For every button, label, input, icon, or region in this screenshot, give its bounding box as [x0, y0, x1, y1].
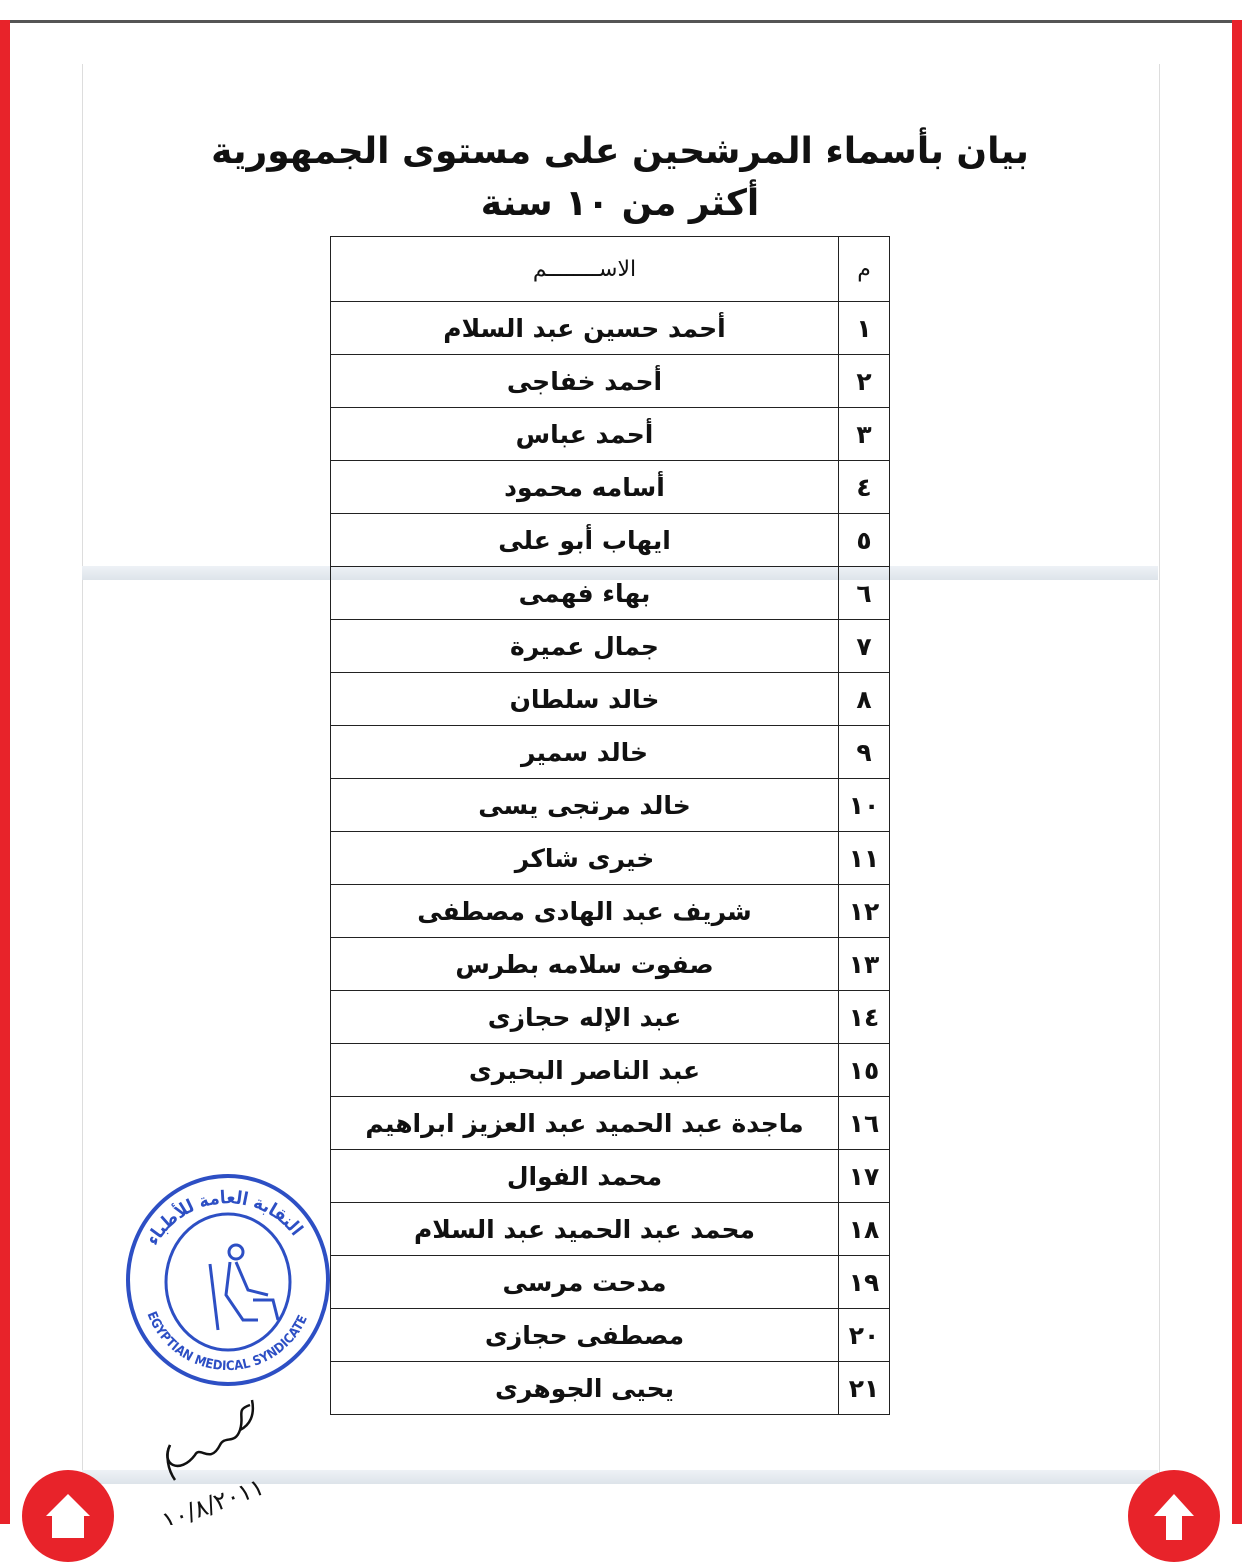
table-row: ٩ خالد سمير: [330, 725, 890, 779]
row-number: ١٢: [838, 884, 890, 938]
row-number: ١٠: [838, 778, 890, 832]
row-number: ٧: [838, 619, 890, 673]
table-row: ٢١ يحيى الجوهرى: [330, 1361, 890, 1415]
candidate-name: عبد الإله حجازى: [330, 990, 839, 1044]
candidate-name: خيرى شاكر: [330, 831, 839, 885]
table-row: ١٢ شريف عبد الهادى مصطفى: [330, 884, 890, 938]
candidates-table: م الاســــــــم ١ أحمد حسين عبد السلام ٢ أح…: [330, 236, 890, 1415]
candidate-name: أحمد خفاجى: [330, 354, 839, 408]
candidate-name: يحيى الجوهرى: [330, 1361, 839, 1415]
left-frame: [0, 20, 10, 1524]
row-number: ٣: [838, 407, 890, 461]
table-row: ٣ أحمد عباس: [330, 407, 890, 461]
right-frame: [1232, 20, 1242, 1524]
candidate-name: خالد سمير: [330, 725, 839, 779]
table-row: ٢ أحمد خفاجى: [330, 354, 890, 408]
table-row: ١٣ صفوت سلامه بطرس: [330, 937, 890, 991]
home-icon: [46, 1494, 90, 1538]
row-number: ٢١: [838, 1361, 890, 1415]
row-number: ١٣: [838, 937, 890, 991]
row-number: ١٨: [838, 1202, 890, 1256]
table-row: ١٨ محمد عبد الحميد عبد السلام: [330, 1202, 890, 1256]
row-number: ٢: [838, 354, 890, 408]
candidate-name: مصطفى حجازى: [330, 1308, 839, 1362]
candidate-name: أحمد عباس: [330, 407, 839, 461]
table-row: ١٦ ماجدة عبد الحميد عبد العزيز ابراهيم: [330, 1096, 890, 1150]
row-number: ١٦: [838, 1096, 890, 1150]
table-row: ١٥ عبد الناصر البحيرى: [330, 1043, 890, 1097]
row-number: ١٤: [838, 990, 890, 1044]
table-row: ١١ خيرى شاكر: [330, 831, 890, 885]
row-number: ٤: [838, 460, 890, 514]
row-number: ١٧: [838, 1149, 890, 1203]
candidate-name: أسامه محمود: [330, 460, 839, 514]
document-title: بيان بأسماء المرشحين على مستوى الجمهورية: [211, 131, 1029, 172]
arrow-up-icon: [1154, 1494, 1194, 1540]
row-number: ٢٠: [838, 1308, 890, 1362]
candidate-name: ماجدة عبد الحميد عبد العزيز ابراهيم: [330, 1096, 839, 1150]
row-number: ١٩: [838, 1255, 890, 1309]
table-row: ٥ ايهاب أبو على: [330, 513, 890, 567]
signature-date: ١٠/٨/٢٠١١: [158, 1473, 268, 1525]
header-number: م: [838, 236, 890, 302]
table-row: ٦ بهاء فهمى: [330, 566, 890, 620]
table-row: ١ أحمد حسين عبد السلام: [330, 301, 890, 355]
candidate-name: عبد الناصر البحيرى: [330, 1043, 839, 1097]
syndicate-stamp: النقابة العامة للأطباء EGYPTIAN MEDICAL …: [126, 1174, 330, 1386]
table-row: ٤ أسامه محمود: [330, 460, 890, 514]
row-number: ٨: [838, 672, 890, 726]
row-number: ٥: [838, 513, 890, 567]
table-row: ١٤ عبد الإله حجازى: [330, 990, 890, 1044]
row-number: ١١: [838, 831, 890, 885]
document-page: [82, 64, 1160, 1524]
candidate-name: صفوت سلامه بطرس: [330, 937, 839, 991]
top-bar: [0, 0, 1242, 23]
candidate-name: أحمد حسين عبد السلام: [330, 301, 839, 355]
home-button[interactable]: [22, 1470, 114, 1562]
row-number: ١٥: [838, 1043, 890, 1097]
row-number: ٩: [838, 725, 890, 779]
candidate-name: خالد سلطان: [330, 672, 839, 726]
candidate-name: ايهاب أبو على: [330, 513, 839, 567]
page-band: [82, 1470, 1158, 1484]
candidate-name: بهاء فهمى: [330, 566, 839, 620]
candidate-name: خالد مرتجى يسى: [330, 778, 839, 832]
table-row: ٢٠ مصطفى حجازى: [330, 1308, 890, 1362]
document-subtitle: أكثر من ١٠ سنة: [480, 183, 760, 224]
candidate-name: محمد الفوال: [330, 1149, 839, 1203]
candidate-name: محمد عبد الحميد عبد السلام: [330, 1202, 839, 1256]
table-row: ١٧ محمد الفوال: [330, 1149, 890, 1203]
table-row: ١٩ مدحت مرسى: [330, 1255, 890, 1309]
header-name: الاســــــــم: [330, 236, 839, 302]
table-row: ١٠ خالد مرتجى يسى: [330, 778, 890, 832]
candidate-name: شريف عبد الهادى مصطفى: [330, 884, 839, 938]
candidate-name: جمال عميرة: [330, 619, 839, 673]
row-number: ١: [838, 301, 890, 355]
table-header: م الاســــــــم: [330, 236, 890, 302]
signature: ١٠/٨/٢٠١١: [158, 1399, 268, 1525]
table-row: ٧ جمال عميرة: [330, 619, 890, 673]
scroll-top-button[interactable]: [1128, 1470, 1220, 1562]
candidate-name: مدحت مرسى: [330, 1255, 839, 1309]
table-row: ٨ خالد سلطان: [330, 672, 890, 726]
row-number: ٦: [838, 566, 890, 620]
